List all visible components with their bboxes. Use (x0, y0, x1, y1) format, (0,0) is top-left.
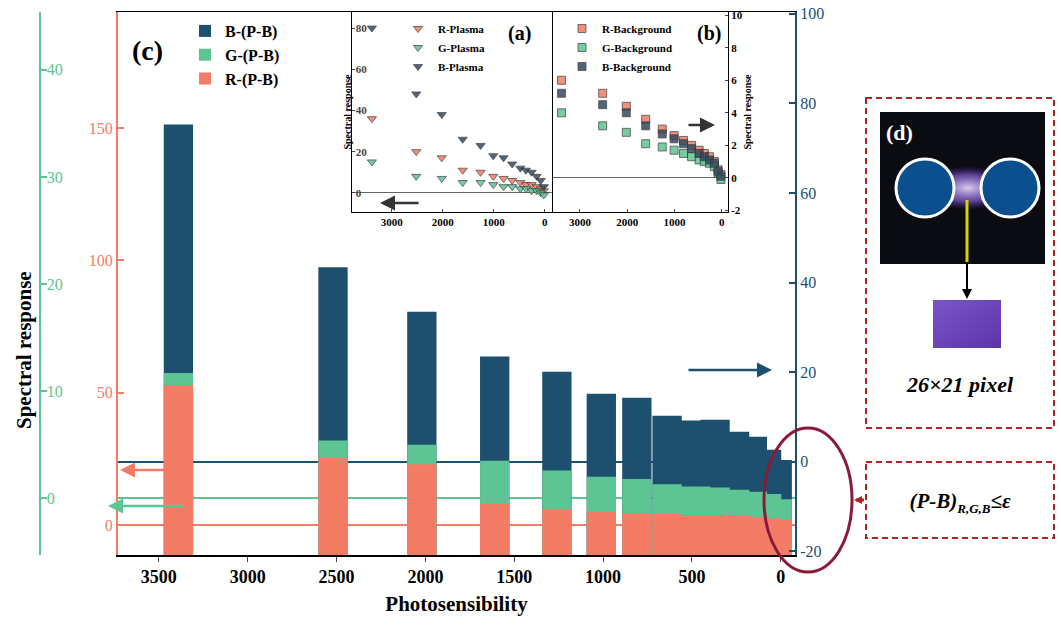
svg-text:80: 80 (800, 95, 816, 112)
svg-text:R-(P-B): R-(P-B) (225, 71, 278, 89)
svg-text:40: 40 (356, 104, 368, 116)
svg-text:(b): (b) (697, 22, 721, 45)
svg-text:8: 8 (731, 42, 737, 54)
svg-text:G-Background: G-Background (602, 42, 672, 54)
svg-text:1000: 1000 (585, 567, 621, 587)
svg-text:3000: 3000 (230, 567, 266, 587)
svg-text:G-Plasma: G-Plasma (438, 42, 485, 54)
svg-text:1000: 1000 (664, 216, 687, 228)
svg-text:Spectral response: Spectral response (12, 271, 36, 429)
svg-text:60: 60 (356, 63, 368, 75)
svg-text:Photosensibility: Photosensibility (385, 592, 528, 616)
svg-text:3000: 3000 (569, 216, 592, 228)
svg-text:1000: 1000 (483, 216, 506, 228)
svg-text:6: 6 (731, 74, 737, 86)
svg-text:B-Background: B-Background (602, 61, 671, 73)
svg-text:2: 2 (731, 139, 737, 151)
svg-text:0: 0 (542, 216, 548, 228)
svg-text:-20: -20 (800, 543, 821, 560)
svg-text:40: 40 (800, 274, 816, 291)
svg-text:2500: 2500 (319, 567, 355, 587)
svg-text:10: 10 (731, 9, 743, 21)
svg-text:50: 50 (97, 384, 113, 401)
svg-text:100: 100 (800, 5, 824, 22)
svg-text:26×21 pixel: 26×21 pixel (906, 372, 1014, 397)
svg-text:20: 20 (800, 364, 816, 381)
svg-text:(P-B)R,G,B≤ε: (P-B)R,G,B≤ε (909, 489, 1011, 516)
svg-text:10: 10 (47, 383, 63, 400)
svg-text:2000: 2000 (616, 216, 639, 228)
svg-text:0: 0 (356, 187, 362, 199)
svg-text:3000: 3000 (381, 216, 404, 228)
svg-text:500: 500 (678, 567, 705, 587)
svg-text:60: 60 (800, 185, 816, 202)
svg-text:0: 0 (731, 172, 737, 184)
svg-text:0: 0 (105, 517, 113, 534)
svg-text:30: 30 (47, 169, 63, 186)
svg-text:R-Plasma: R-Plasma (438, 23, 484, 35)
svg-text:(c): (c) (132, 35, 163, 66)
svg-text:1500: 1500 (496, 567, 532, 587)
svg-text:0: 0 (47, 490, 55, 507)
svg-text:3500: 3500 (141, 567, 177, 587)
svg-text:-2: -2 (731, 204, 741, 216)
svg-text:G-(P-B): G-(P-B) (225, 47, 279, 65)
svg-text:2000: 2000 (432, 216, 455, 228)
svg-text:0: 0 (800, 453, 808, 470)
svg-text:Spectral response: Spectral response (742, 74, 753, 150)
svg-text:R-Background: R-Background (602, 23, 671, 35)
svg-text:150: 150 (89, 120, 113, 137)
svg-text:2000: 2000 (407, 567, 443, 587)
svg-text:80: 80 (356, 22, 368, 34)
svg-text:20: 20 (47, 276, 63, 293)
svg-text:(d): (d) (886, 120, 913, 145)
svg-text:0: 0 (719, 216, 725, 228)
svg-text:20: 20 (356, 146, 368, 158)
svg-text:4: 4 (731, 107, 737, 119)
svg-text:B-Plasma: B-Plasma (438, 61, 484, 73)
svg-text:40: 40 (47, 61, 63, 78)
svg-text:(a): (a) (508, 22, 531, 45)
svg-text:100: 100 (89, 252, 113, 269)
svg-text:0: 0 (776, 567, 785, 587)
svg-text:Spectral response: Spectral response (342, 74, 353, 150)
svg-text:B-(P-B): B-(P-B) (225, 23, 277, 41)
